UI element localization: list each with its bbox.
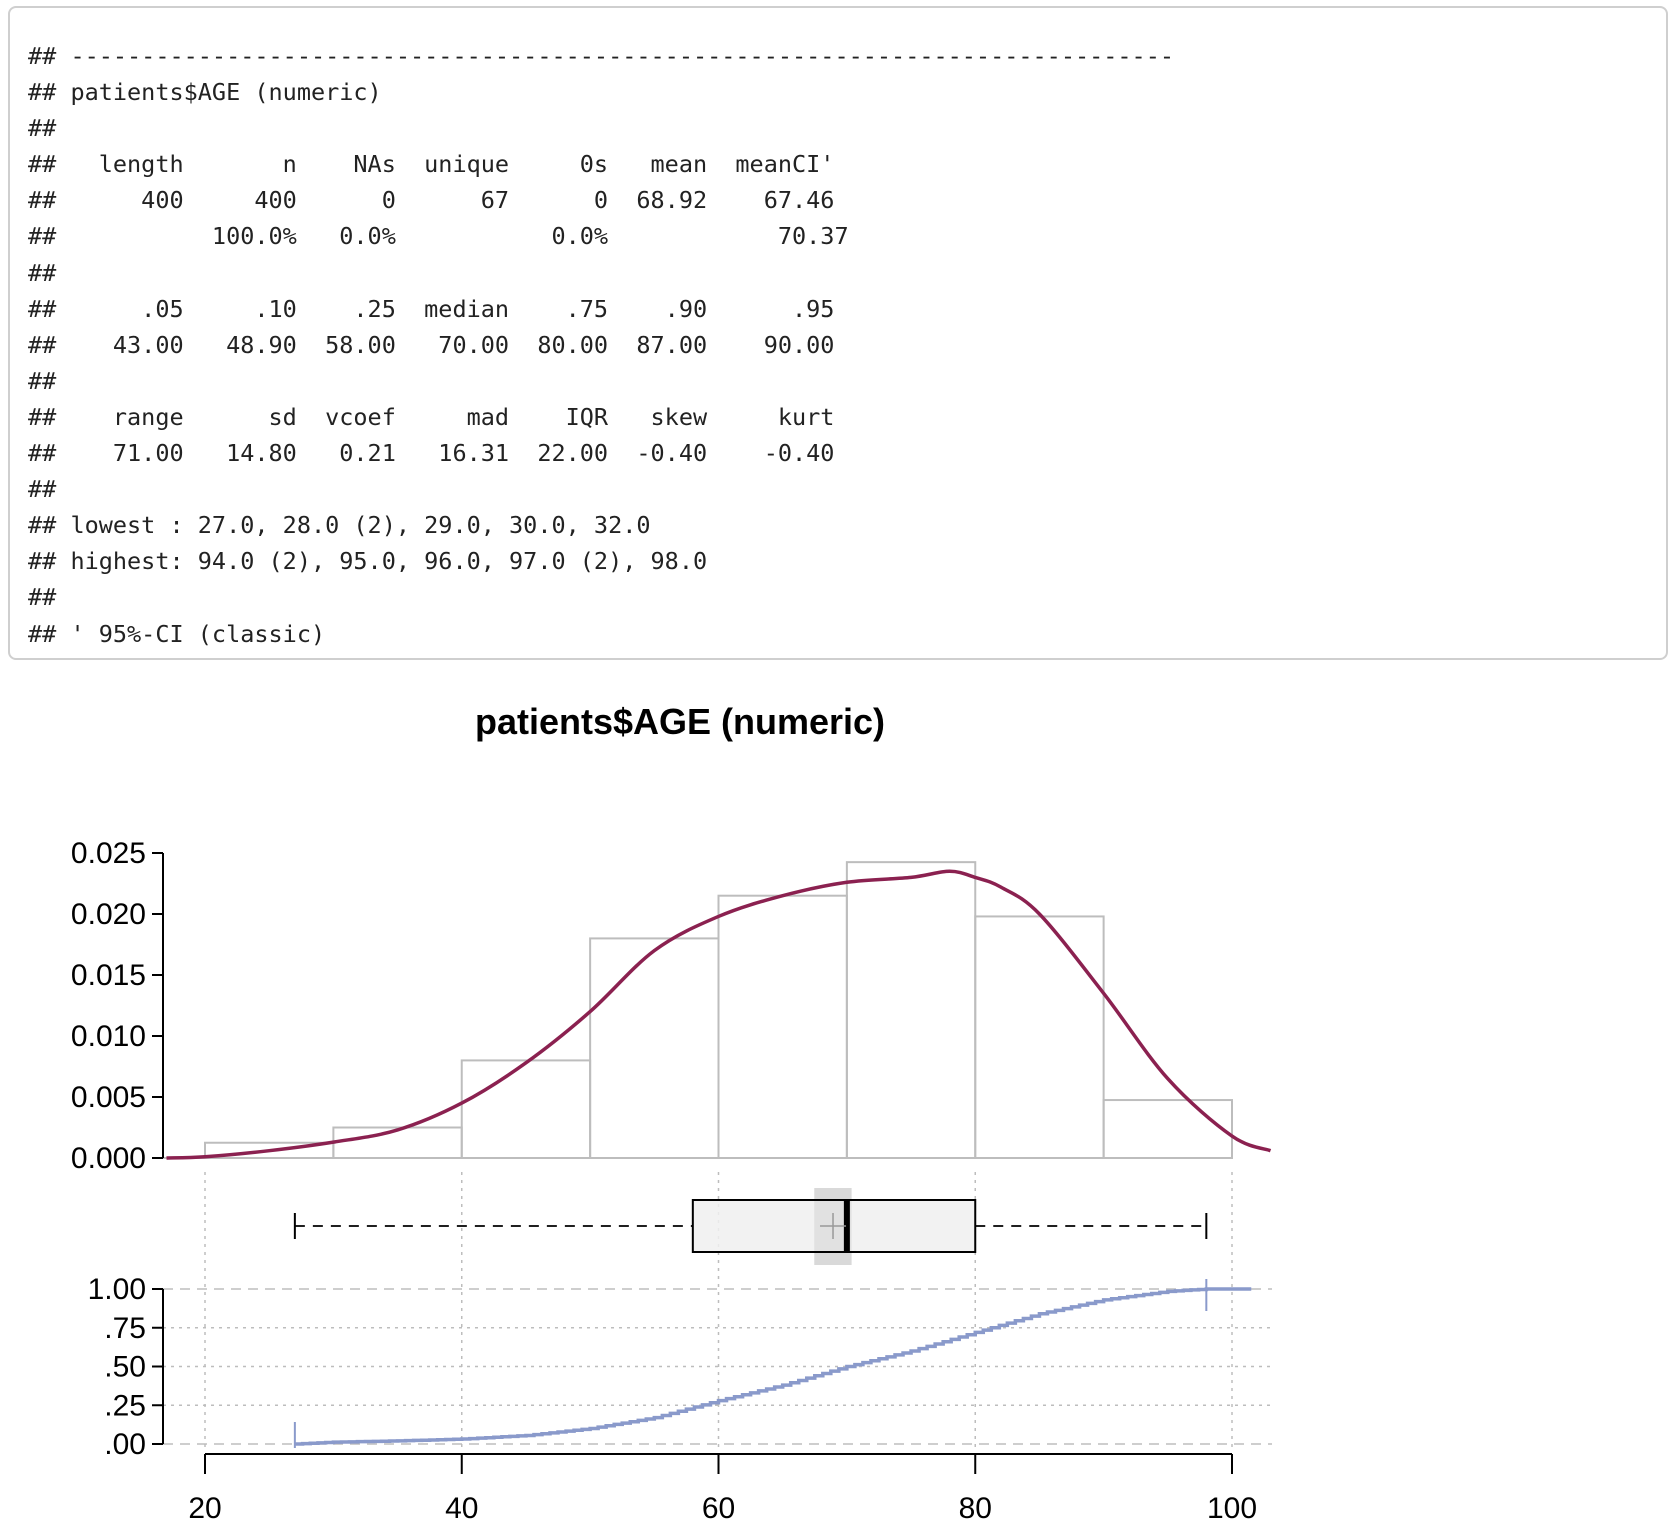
x-tick-label: 20 [188,1492,221,1525]
console-line: ## length n NAs unique 0s mean meanCI' [28,150,835,179]
console-line: ## range sd vcoef mad IQR skew kurt [28,402,835,431]
histogram-y-tick-label: 0.025 [71,837,146,870]
console-line: ## [28,114,57,143]
histogram-bar [332,1126,463,1159]
histogram-bar [974,915,1105,1159]
console-line: ## 400 400 0 67 0 68.92 67.46 [28,186,835,215]
console-line: ## 100.0% 0.0% 0.0% 70.37 [28,222,849,251]
density-curve [166,869,1272,1160]
x-tick-label: 60 [702,1492,735,1525]
console-line: ## 43.00 48.90 58.00 70.00 80.00 87.00 9… [28,330,835,359]
histogram-bar [717,894,848,1159]
console-output: ## -------------------------------------… [8,6,1668,660]
ecdf-panel: 1.00 .75 .50 .25 .00 [88,1273,1272,1461]
ecdf-y-tick-label: 1.00 [88,1273,146,1306]
boxplot-panel [204,1172,1233,1450]
histogram-bar [460,1059,592,1159]
histogram-y-tick-label: 0.015 [71,959,146,992]
console-line: ## [28,583,57,612]
histogram-y-tick-label: 0.000 [71,1142,146,1175]
histogram-bar [845,861,977,1159]
console-line: ## -------------------------------------… [28,42,1175,70]
console-line: ## [28,258,57,287]
console-line: ## highest: 94.0 (2), 95.0, 96.0, 97.0 (… [28,547,708,576]
ecdf-curve [294,1287,1252,1446]
chart-title: patients$AGE (numeric) [475,701,885,742]
ecdf-y-tick-label: .75 [104,1312,146,1345]
x-tick-label: 100 [1207,1492,1257,1525]
x-tick-label: 80 [959,1492,992,1525]
console-line: ## 71.00 14.80 0.21 16.31 22.00 -0.40 -0… [28,439,835,468]
console-line: ## ' 95%-CI (classic) [28,619,326,648]
histogram-bar [589,937,720,1159]
console-line: ## lowest : 27.0, 28.0 (2), 29.0, 30.0, … [28,511,651,540]
histogram-y-tick-label: 0.020 [71,898,146,931]
console-line: ## patients$AGE (numeric) [28,78,382,107]
histogram-y-tick-label: 0.005 [71,1081,146,1114]
x-axis: 20 40 60 80 100 [188,1453,1257,1525]
histogram-y-tick-label: 0.010 [71,1020,146,1053]
console-line: ## .05 .10 .25 median .75 .90 .95 [28,294,835,323]
ecdf-y-tick-label: .25 [104,1389,146,1422]
chart-figure: patients$AGE (numeric) 0.0000.0050.0100.… [71,701,1272,1525]
ecdf-y-tick-label: .00 [104,1428,146,1461]
x-tick-label: 40 [445,1492,478,1525]
histogram-panel: 0.000 0.005 0.010 0.015 0.020 0.025 [71,837,1272,1175]
console-line: ## [28,366,57,395]
console-text: ## -------------------------------------… [28,38,1666,652]
console-line: ## [28,475,57,504]
histogram-bar [1102,1099,1233,1159]
ecdf-y-tick-label: .50 [104,1351,146,1384]
